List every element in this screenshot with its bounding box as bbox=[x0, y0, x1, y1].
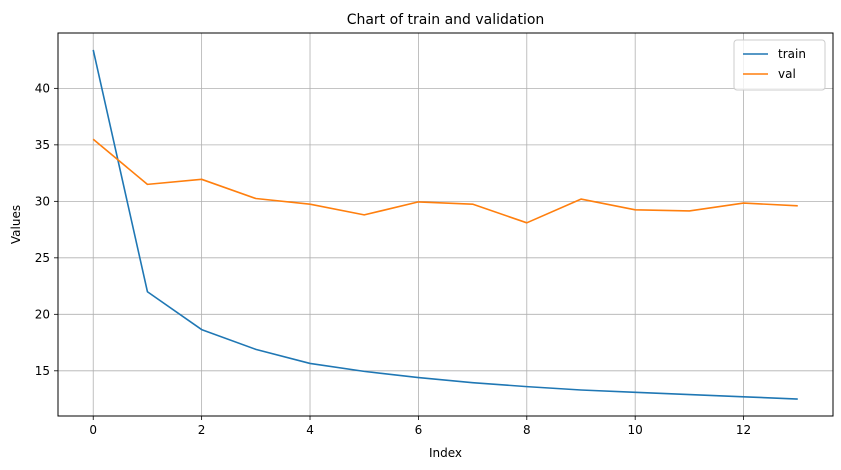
x-tick-label: 12 bbox=[736, 423, 751, 437]
plot-frame bbox=[57, 32, 834, 417]
ticks: 0 2 4 6 8 10 12 15 20 25 30 35 40 bbox=[35, 81, 751, 437]
x-axis-label: Index bbox=[429, 446, 462, 460]
y-tick-label: 35 bbox=[35, 138, 50, 152]
legend-label-train: train bbox=[778, 47, 806, 61]
chart-title: Chart of train and validation bbox=[347, 12, 545, 28]
y-axis-label: Values bbox=[9, 205, 23, 244]
x-tick-label: 10 bbox=[628, 423, 643, 437]
y-tick-label: 20 bbox=[35, 307, 50, 321]
x-tick-label: 4 bbox=[306, 423, 314, 437]
x-tick-label: 0 bbox=[89, 423, 97, 437]
series-line-train bbox=[92, 49, 798, 400]
x-tick-label: 8 bbox=[523, 423, 531, 437]
series-line-val bbox=[92, 138, 798, 224]
legend-label-val: val bbox=[778, 67, 796, 81]
grid bbox=[58, 33, 833, 416]
legend-box bbox=[733, 39, 826, 91]
y-tick-label: 40 bbox=[35, 81, 50, 95]
series-layer bbox=[92, 49, 798, 400]
legend: train val bbox=[733, 39, 826, 91]
x-tick-label: 6 bbox=[415, 423, 423, 437]
y-tick-label: 15 bbox=[35, 364, 50, 378]
y-tick-label: 30 bbox=[35, 194, 50, 208]
x-tick-label: 2 bbox=[198, 423, 206, 437]
y-tick-label: 25 bbox=[35, 251, 50, 265]
